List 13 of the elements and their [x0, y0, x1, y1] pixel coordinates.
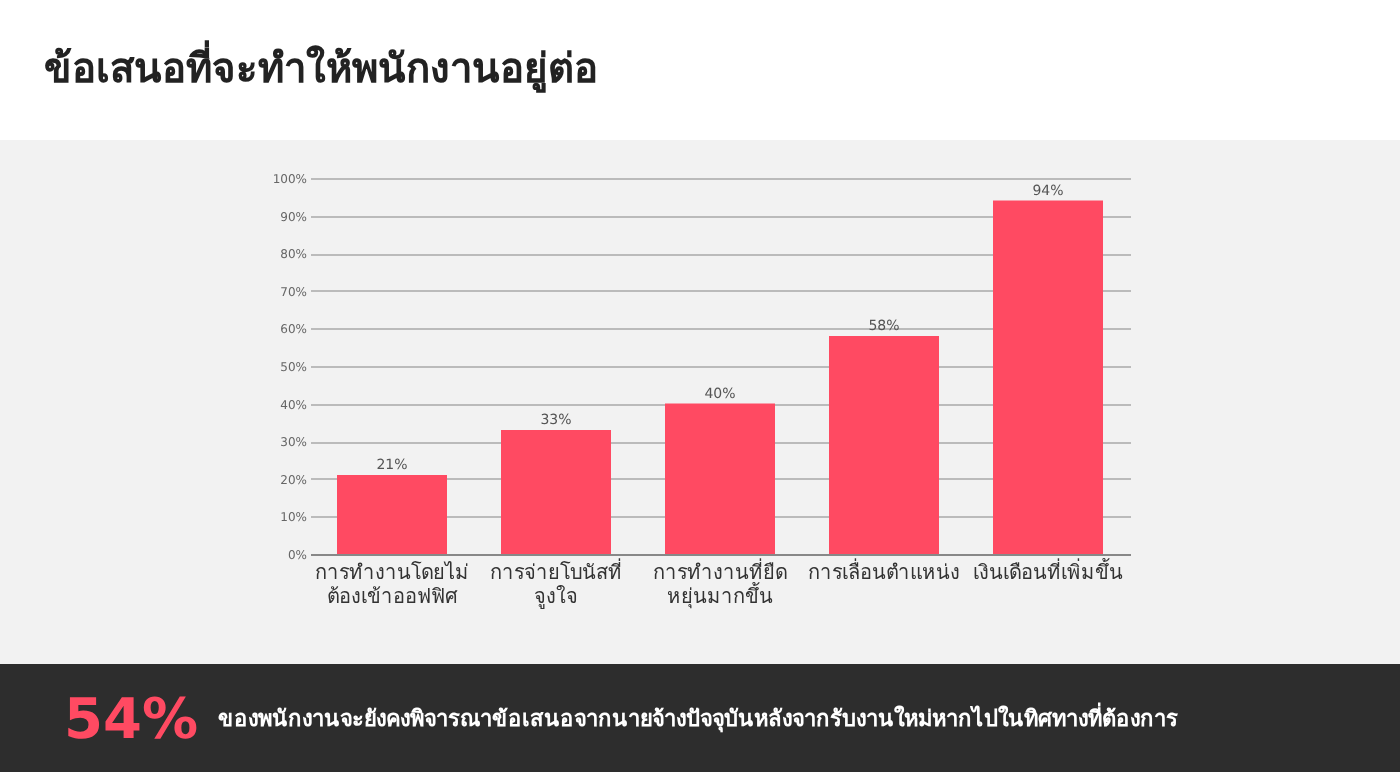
x-tick-label: การเลื่อนตำแหน่ง: [808, 557, 960, 585]
x-tick-label: การทำงานที่ยืด หยุ่นมากขึ้น: [653, 557, 787, 609]
x-tick-label: การจ่ายโบนัสที่ จูงใจ: [490, 557, 622, 609]
bar: [993, 200, 1103, 554]
bar: [337, 475, 447, 554]
text: 54%: [64, 685, 199, 751]
text: ของพนักงานจะยังคงพิจารณาข้อเสนอจากนายจ้างปัจจุบันหลังจากรับงานใหม่หากไปในทิศทางที่ต้องการ: [218, 700, 1179, 736]
bar: [501, 429, 611, 554]
bar: [829, 335, 939, 554]
bar: [665, 403, 775, 554]
x-tick-label: การทำงานโดยไม่ ต้องเข้าออฟฟิศ: [315, 559, 469, 609]
chart-title: ข้อเสนอที่จะทำให้พนักงานอยู่ต่อ: [42, 38, 600, 97]
x-tick-label: เงินเดือนที่เพิ่มขึ้น: [973, 557, 1123, 585]
